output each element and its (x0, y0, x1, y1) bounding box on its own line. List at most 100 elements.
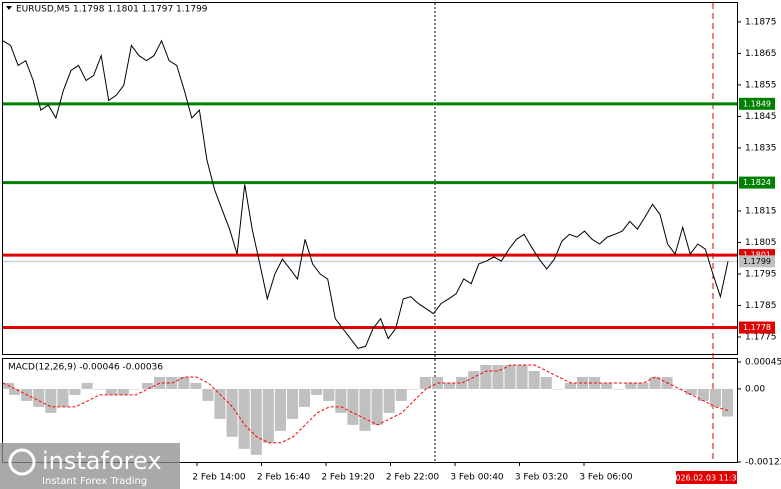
x-tick-label: 3 Feb 06:00 (579, 473, 633, 483)
level-label-box (739, 255, 775, 268)
menu-arrow (6, 6, 12, 10)
macd-bar (395, 388, 407, 401)
y-tick-label: 0.00 (745, 384, 765, 394)
y-tick-label: 1.1815 (745, 206, 777, 216)
macd-bar (311, 388, 323, 395)
macd-bar (371, 388, 383, 425)
macd-bar (33, 388, 45, 407)
y-tick-label: 1.1875 (745, 17, 777, 27)
y-tick-label: -0.00122 (745, 458, 781, 468)
macd-bar (673, 388, 685, 390)
y-tick-label: 1.1835 (745, 143, 777, 153)
macd-bar (214, 388, 226, 419)
macd-bar (45, 388, 57, 413)
macd-bar (649, 376, 661, 389)
macd-bar (105, 388, 117, 395)
level-label: 1.1799 (743, 257, 771, 266)
macd-bar (166, 376, 178, 389)
macd-bar (637, 382, 649, 389)
macd-bar (129, 388, 141, 390)
watermark-name: instaforex (42, 447, 162, 475)
level-label-box (739, 97, 775, 110)
y-tick-label: 0.00045 (745, 358, 781, 368)
watermark-tagline: Instant Forex Trading (42, 476, 147, 487)
price-line (2, 39, 729, 349)
macd-bar (57, 388, 69, 407)
macd-bar (335, 388, 347, 413)
macd-bar (504, 364, 516, 389)
macd-bar (250, 388, 262, 455)
macd-bar (81, 382, 93, 389)
macd-bar (274, 388, 286, 431)
plot-layer: 1.1875 1.1865 1.1855 1.1845 1.1835 1.1815 1.18… (2, 17, 781, 483)
level-label-box (739, 321, 775, 334)
macd-bar (286, 388, 299, 419)
level-label-box (739, 176, 775, 189)
macd-bar (685, 388, 697, 395)
macd-bar (625, 382, 637, 389)
macd-bar (9, 388, 21, 395)
price-frame (2, 2, 738, 355)
watermark-icon (8, 448, 36, 476)
macd-bar (564, 382, 576, 389)
level-label: 1.1801 (743, 251, 771, 260)
macd-bar (383, 388, 395, 413)
macd-bar (323, 388, 335, 401)
macd-bar (480, 364, 492, 389)
x-tick-label: 3 Feb 03:20 (515, 473, 569, 483)
level-label: 1.1849 (743, 99, 771, 108)
time-label: 2026.02.03 11:35 (670, 474, 741, 483)
watermark-box (0, 443, 180, 489)
macd-bar (492, 364, 504, 389)
y-tick-label: 1.1785 (745, 301, 777, 311)
y-tick-label: 1.1865 (745, 49, 777, 59)
macd-bar (202, 388, 214, 401)
y-tick-label: 1.1775 (745, 332, 777, 342)
macd-bar (444, 382, 456, 389)
level-label: 1.1778 (743, 323, 771, 332)
x-tick-label: 2 Feb 19:20 (321, 473, 375, 483)
macd-bar (709, 388, 721, 407)
macd-bar (347, 388, 359, 425)
macd-bar (576, 376, 589, 389)
macd-bar (141, 382, 154, 389)
macd-bar (262, 388, 274, 443)
macd-bar (613, 388, 625, 390)
macd-frame (2, 358, 738, 463)
macd-bar (552, 388, 564, 390)
macd-bar (601, 382, 613, 389)
macd-bar (528, 370, 540, 389)
macd-bar (516, 364, 528, 389)
x-tick-label: 2 Feb 14:00 (192, 473, 246, 483)
chart-title: EURUSD,M5 1.1798 1.1801 1.1797 1.1799 (16, 5, 208, 15)
macd-bar (299, 388, 311, 407)
macd-bar (226, 388, 238, 437)
macd-bar (697, 388, 709, 401)
macd-bar (456, 376, 468, 389)
y-tick-label: 1.1845 (745, 112, 777, 122)
macd-bar (359, 388, 371, 431)
time-box (676, 471, 737, 484)
macd-bar (468, 370, 480, 389)
macd-bar (190, 382, 202, 389)
macd-bar (117, 388, 129, 395)
x-tick-label: 3 Feb 00:40 (450, 473, 504, 483)
y-tick-label: 1.1805 (745, 238, 777, 248)
macd-bar (69, 388, 81, 395)
macd-bar (93, 388, 105, 390)
watermark: instaforex Instant Forex Trading (0, 443, 180, 489)
macd-bar (540, 376, 552, 389)
macd-title: MACD(12,26,9) -0.00046 -0.00036 (8, 363, 163, 373)
y-tick-label: 1.1795 (745, 269, 777, 279)
macd-bar (721, 388, 734, 417)
macd-bar (419, 376, 431, 389)
macd-bar (407, 388, 419, 390)
x-tick-label: 2 Feb 22:00 (386, 473, 440, 483)
macd-bar (238, 388, 250, 449)
x-tick-label: 2 Feb 16:40 (257, 473, 311, 483)
signal-line (2, 364, 729, 444)
y-tick-label: 1.1855 (745, 80, 777, 90)
macd-bar (178, 376, 190, 389)
